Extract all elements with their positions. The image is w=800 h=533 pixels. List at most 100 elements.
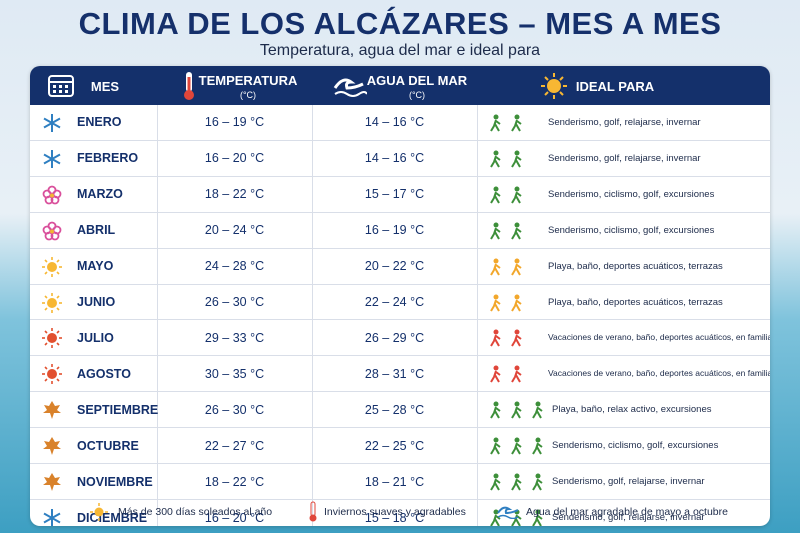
activity-glyph: [490, 329, 522, 347]
season-glyph: [43, 473, 61, 492]
temperature: 18 – 22 °C: [204, 187, 265, 202]
ideal-for: Vacaciones de verano, baño, deportes acu…: [548, 332, 770, 343]
season-glyph: [42, 328, 62, 349]
column-header: TEMPERATURA: [198, 73, 298, 88]
table-row: OCTUBRE 22 – 27 °C 22 – 25 °C Senderismo, c…: [30, 428, 770, 465]
footer-note: Inviernos suaves y agradables: [324, 506, 466, 518]
season-glyph: [43, 401, 61, 420]
sea-temperature: 14 – 16 °C: [364, 151, 425, 166]
month: OCTUBRE: [77, 438, 139, 453]
month: FEBRERO: [77, 151, 139, 166]
activity-icons: [488, 258, 548, 276]
activity-icons: [488, 150, 548, 168]
season-icon: [42, 364, 62, 385]
ideal-for: Senderismo, ciclismo, golf, excursiones: [548, 224, 715, 236]
activity-icons: [488, 365, 548, 383]
season-icon: [42, 508, 62, 526]
temperature: 26 – 30 °C: [204, 402, 265, 417]
month: MAYO: [77, 259, 114, 274]
sea-temperature: 16 – 19 °C: [364, 223, 425, 238]
ideal-for: Senderismo, golf, relajarse, invernar: [552, 476, 705, 488]
season-icon: [42, 185, 62, 205]
month: ABRIL: [77, 223, 116, 238]
thermometer-icon: [184, 72, 194, 100]
season-glyph: [42, 256, 62, 277]
season-glyph: [43, 113, 61, 132]
sea-temperature: 22 – 24 °C: [364, 295, 425, 310]
temperature: 18 – 22 °C: [204, 474, 265, 489]
calendar-icon: [48, 75, 74, 97]
sea-temperature: 26 – 29 °C: [364, 330, 425, 345]
season-glyph: [43, 149, 61, 168]
activity-icons: [488, 222, 548, 240]
season-icon: [42, 292, 62, 313]
temperature: 24 – 28 °C: [204, 259, 265, 274]
activity-glyph: [490, 437, 543, 455]
season-icon: [42, 400, 62, 420]
column-header: IDEAL PARA: [575, 79, 655, 94]
sea-temperature: 15 – 18 °C: [364, 510, 425, 525]
sea-temperature: 28 – 31 °C: [364, 366, 425, 381]
season-icon: [42, 328, 62, 349]
season-glyph: [42, 221, 62, 241]
month: DICIEMBRE: [77, 510, 148, 525]
activity-glyph: [490, 401, 543, 419]
month: NOVIEMBRE: [77, 474, 153, 489]
column-divider: [312, 105, 313, 526]
temperature: 20 – 24 °C: [204, 223, 265, 238]
month: SEPTIEMBRE: [77, 402, 159, 417]
sea-temperature: 15 – 17 °C: [364, 187, 425, 202]
ideal-for: Senderismo, golf, relajarse, invernar: [548, 116, 701, 128]
activity-icons: [488, 114, 548, 132]
month: MARZO: [77, 187, 123, 202]
season-icon: [42, 472, 62, 492]
table-row: JUNIO 26 – 30 °C 22 – 24 °C Playa, baño, de…: [30, 285, 770, 321]
table-row: MAYO 24 – 28 °C 20 – 22 °C Playa, baño, dep…: [30, 249, 770, 285]
month: AGOSTO: [77, 366, 131, 381]
table-body: ENERO 16 – 19 °C 14 – 16 °C Senderismo, gol…: [30, 105, 770, 526]
table-row: AGOSTO 30 – 35 °C 28 – 31 °C Vacaciones de …: [30, 356, 770, 393]
title: CLIMA DE LOS ALCÁZARES – MES A MES: [78, 6, 722, 41]
ideal-for: Playa, baño, relax activo, excursiones: [552, 404, 712, 416]
ideal-for: Senderismo, ciclismo, golf, excursiones: [548, 188, 715, 200]
season-glyph: [42, 364, 62, 385]
season-glyph: [43, 509, 61, 526]
season-glyph: [42, 185, 62, 205]
activity-icons: [488, 294, 548, 312]
month: JUNIO: [77, 295, 116, 310]
ideal-for: Senderismo, golf, relajarse, invernar: [548, 152, 701, 164]
ideal-for: Senderismo, golf, relajarse, invernar: [552, 512, 705, 524]
season-glyph: [43, 437, 61, 456]
activity-glyph: [490, 365, 522, 383]
activity-icons: [488, 437, 548, 455]
season-glyph: [42, 292, 62, 313]
activity-icons: [488, 329, 548, 347]
sea-temperature: 14 – 16 °C: [364, 115, 425, 130]
footer-note: Más de 300 días soleados al año: [118, 506, 273, 518]
sea-temperature: 25 – 28 °C: [364, 402, 425, 417]
wave-icon: [497, 506, 519, 519]
season-icon: [42, 113, 62, 133]
sun-icon: [541, 73, 567, 99]
table-row: MARZO 18 – 22 °C 15 – 17 °C Senderismo, cic…: [30, 177, 770, 213]
column-header: AGUA DEL MAR: [366, 73, 468, 88]
temperature: 16 – 20 °C: [204, 151, 265, 166]
activity-glyph: [490, 186, 522, 204]
activity-icons: [488, 473, 548, 491]
temperature: 29 – 33 °C: [204, 330, 265, 345]
table-row: SEPTIEMBRE 26 – 30 °C 25 – 28 °C Playa, bañ…: [30, 392, 770, 429]
activity-glyph: [490, 222, 522, 240]
activity-icons: [488, 401, 548, 419]
activity-glyph: [490, 114, 522, 132]
activity-glyph: [490, 294, 522, 312]
wave-icon: [333, 78, 367, 97]
sea-temperature: 18 – 21 °C: [364, 474, 425, 489]
temperature: 16 – 19 °C: [204, 115, 265, 130]
table-card: MES TEMPERATURA (°C) AGUA DEL MAR (°C) I…: [30, 66, 770, 526]
thermometer-icon: [309, 501, 317, 522]
activity-glyph: [490, 258, 522, 276]
season-icon: [42, 221, 62, 241]
sea-temperature: 22 – 25 °C: [364, 438, 425, 453]
subtitle: Temperatura, agua del mar e ideal para: [259, 42, 541, 59]
